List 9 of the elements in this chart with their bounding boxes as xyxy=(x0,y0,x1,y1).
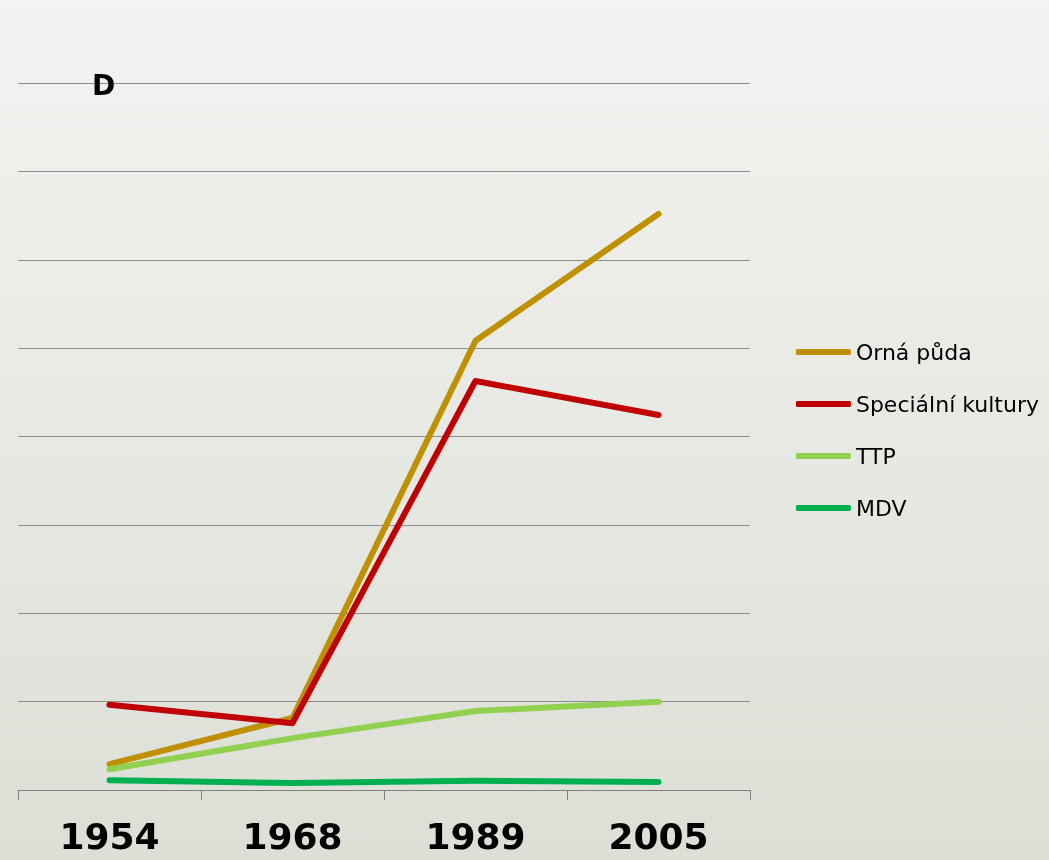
x-tick-label: 2005 xyxy=(608,815,709,857)
x-tick-label: 1968 xyxy=(242,815,343,857)
chart-title: D xyxy=(92,68,116,102)
legend-label: MDV xyxy=(855,495,907,521)
legend-label: TTP xyxy=(854,443,896,469)
legend-label: Orná půda xyxy=(855,339,972,365)
x-tick-label: 1989 xyxy=(425,815,526,857)
legend-label: Speciální kultury xyxy=(855,391,1040,417)
x-tick-label: 1954 xyxy=(59,815,160,857)
